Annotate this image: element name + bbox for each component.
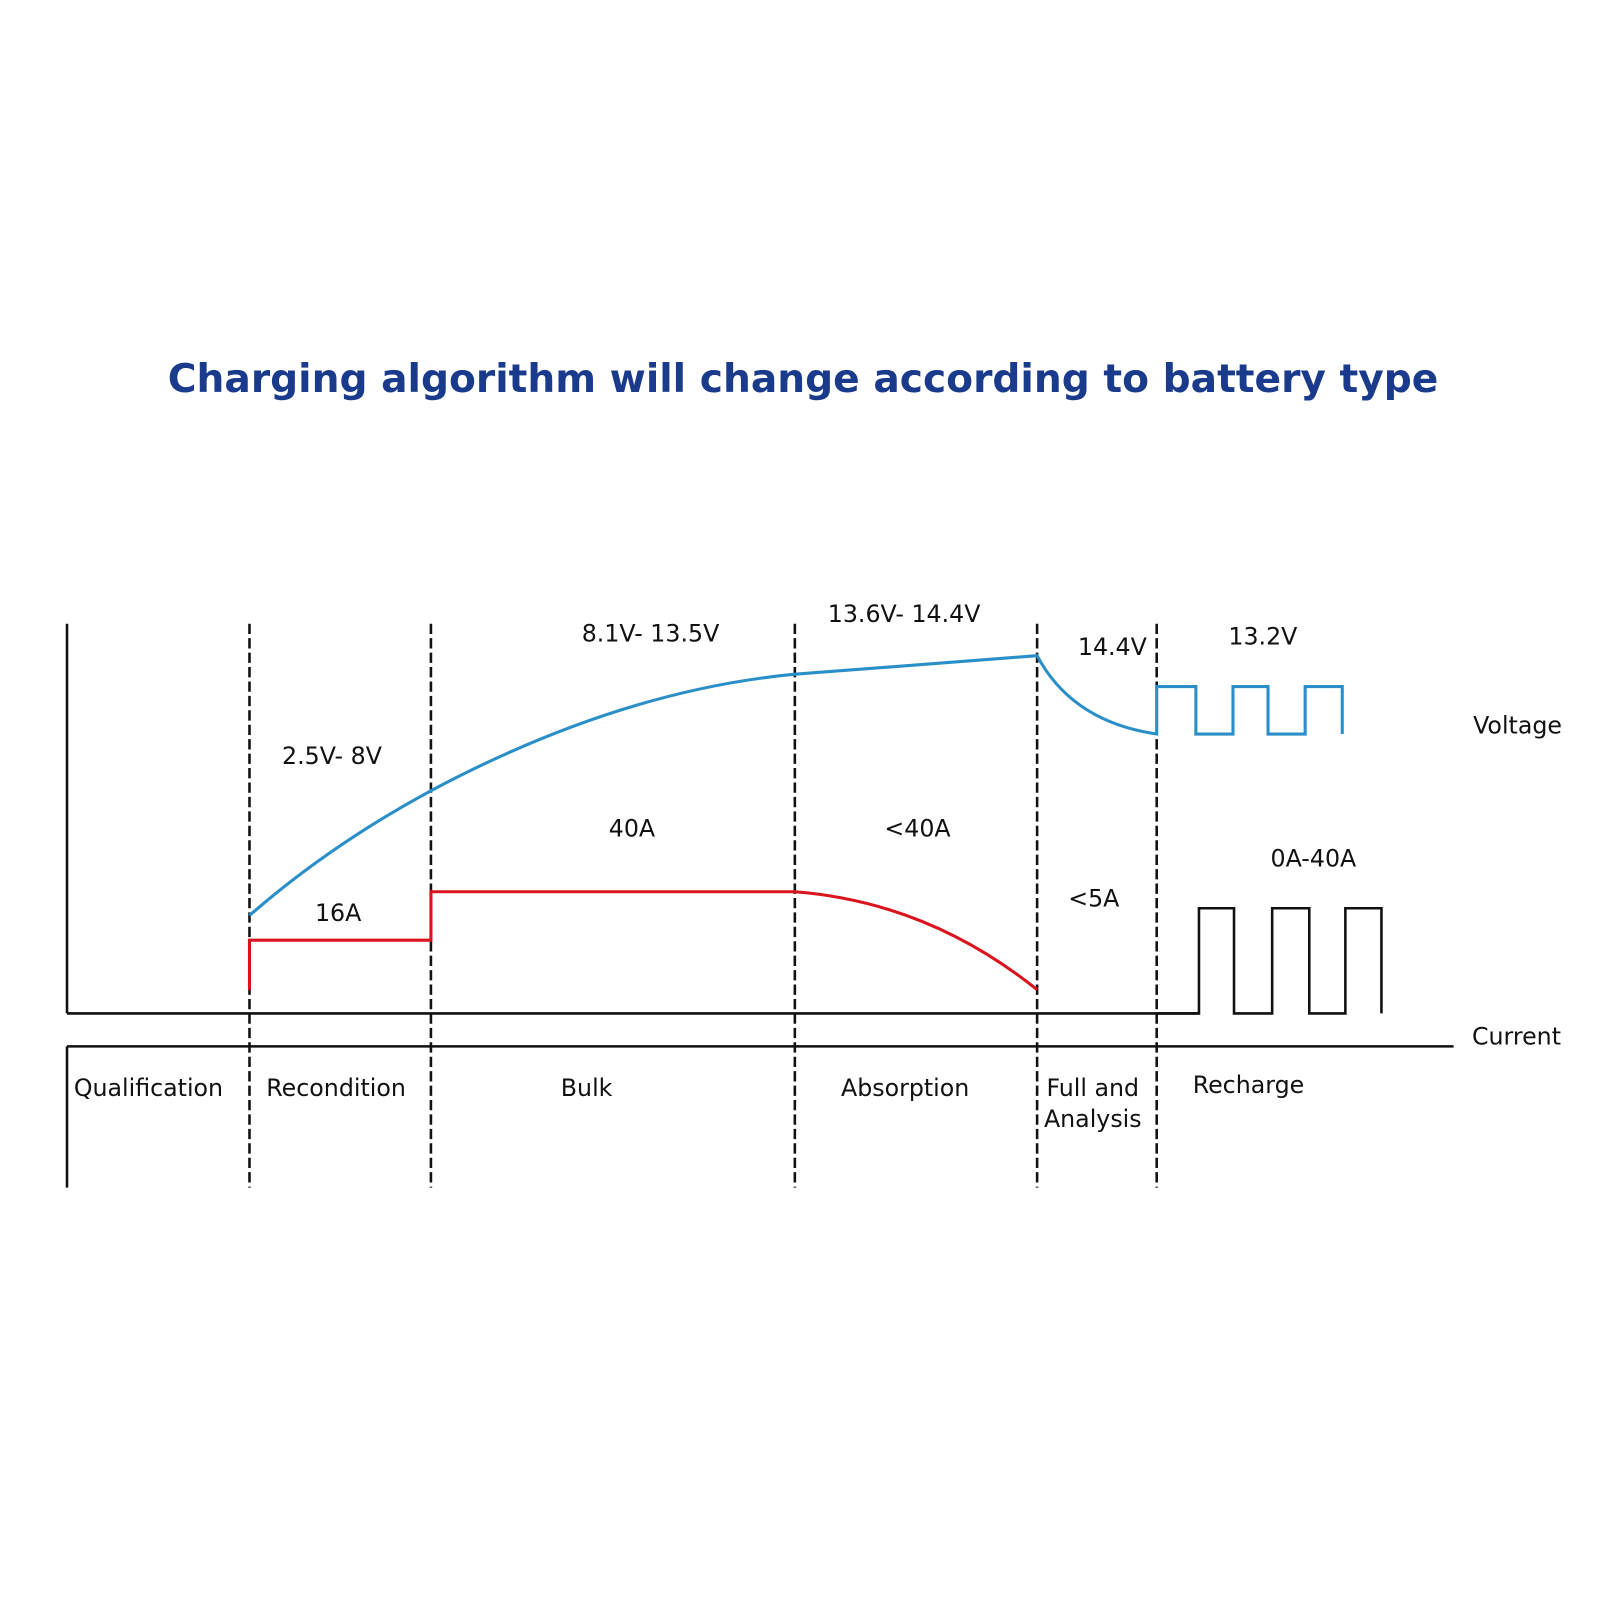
- current-label: 16A: [315, 899, 362, 927]
- stage-label: Recharge: [1193, 1071, 1305, 1099]
- stage-label: Analysis: [1044, 1105, 1142, 1133]
- current-label: <5A: [1068, 884, 1120, 912]
- current-pulses: [1156, 906, 1383, 1015]
- voltage-label: 2.5V- 8V: [282, 742, 383, 770]
- stage-label: Full and: [1046, 1074, 1139, 1102]
- current-label: <40A: [884, 814, 951, 842]
- frame: [65, 623, 1454, 1188]
- voltage-label: 14.4V: [1078, 633, 1148, 661]
- voltage-label: 8.1V- 13.5V: [582, 620, 720, 648]
- title: Charging algorithm will change according…: [168, 357, 1439, 402]
- current-curve: [247, 890, 1039, 991]
- current-label: 0A-40A: [1271, 844, 1357, 872]
- stage-label: Bulk: [561, 1074, 613, 1102]
- voltage-label: 13.2V: [1228, 623, 1298, 651]
- axis-label: Voltage: [1473, 711, 1562, 739]
- stage-label: Absorption: [841, 1074, 969, 1102]
- axis-label: Current: [1472, 1023, 1561, 1051]
- stage-label: Qualification: [74, 1074, 223, 1102]
- voltage-label: 13.6V- 14.4V: [828, 600, 981, 628]
- stage-label: Recondition: [266, 1074, 406, 1102]
- voltage-curve: [248, 654, 1344, 917]
- current-label: 40A: [609, 814, 656, 842]
